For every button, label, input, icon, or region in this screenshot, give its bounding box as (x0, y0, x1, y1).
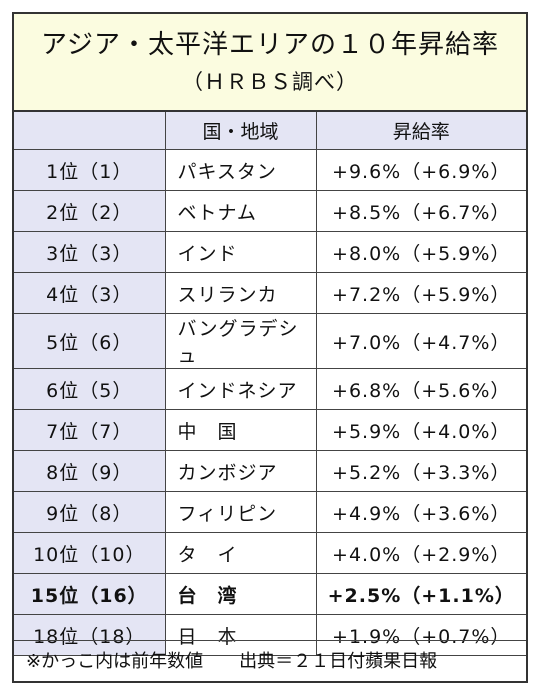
table-row: 4位（3） スリランカ +7.2%（+5.9%） (14, 272, 526, 314)
table-row: 5位（6） バングラデシュ +7.0%（+4.7%） (14, 313, 526, 369)
table-row: 6位（5） インドネシア +6.8%（+5.6%） (14, 368, 526, 410)
table-row: 1位（1） パキスタン +9.6%（+6.9%） (14, 149, 526, 191)
country-cell: 台 湾 (164, 573, 317, 615)
table-row: 18位（18）日 本 +1.9%（+0.7%） (14, 614, 526, 656)
rate-cell: +9.6%（+6.9%） (315, 149, 526, 191)
rate-cell: +7.0%（+4.7%） (315, 313, 526, 369)
rate-cell: +4.0%（+2.9%） (315, 532, 526, 574)
country-cell: フィリピン (164, 491, 317, 533)
country-cell: スリランカ (164, 272, 317, 314)
country-cell: 日 本 (164, 614, 317, 656)
rank-cell: 4位（3） (14, 272, 166, 314)
rank-cell: 8位（9） (14, 450, 166, 492)
rate-cell: +8.0%（+5.9%） (315, 231, 526, 273)
country-cell: タ イ (164, 532, 317, 574)
rank-cell: 7位（7） (14, 409, 166, 451)
rate-cell: +5.2%（+3.3%） (315, 450, 526, 492)
header-country: 国・地域 (164, 112, 317, 150)
rank-cell: 3位（3） (14, 231, 166, 273)
country-cell: パキスタン (164, 149, 317, 191)
header-rate: 昇給率 (315, 112, 526, 150)
country-cell: 中 国 (164, 409, 317, 451)
rank-cell: 5位（6） (14, 313, 166, 369)
header-rank (14, 112, 166, 150)
table-footer: ※かっこ内は前年数値 出典＝２１日付蘋果日報 (14, 640, 526, 681)
country-cell: インドネシア (164, 368, 317, 410)
raise-rate-table: 国・地域 昇給率 1位（1） パキスタン +9.6%（+6.9%） 2位（2） ベトナム… (14, 112, 526, 656)
rank-cell: 6位（5） (14, 368, 166, 410)
rate-cell: +8.5%（+6.7%） (315, 190, 526, 232)
table-row: 7位（7）中 国 +5.9%（+4.0%） (14, 409, 526, 451)
rank-cell: 18位（18） (14, 614, 166, 656)
rate-cell: +6.8%（+5.6%） (315, 368, 526, 410)
table-row: 3位（3） インド +8.0%（+5.9%） (14, 231, 526, 273)
rank-cell: 2位（2） (14, 190, 166, 232)
rank-cell: 9位（8） (14, 491, 166, 533)
country-cell: インド (164, 231, 317, 273)
table-row: 15位（16）台 湾 +2.5%（+1.1%） (14, 573, 526, 615)
rate-cell: +2.5%（+1.1%） (315, 573, 526, 615)
table-subtitle: （ＨＲＢＳ調べ） (182, 70, 358, 94)
rank-cell: 10位（10） (14, 532, 166, 574)
country-cell: ベトナム (164, 190, 317, 232)
source-note: 出典＝２１日付蘋果日報 (239, 651, 438, 672)
rate-cell: +7.2%（+5.9%） (315, 272, 526, 314)
footnote: ※かっこ内は前年数値 (26, 651, 204, 672)
column-header-row: 国・地域 昇給率 (14, 112, 526, 150)
table-title: アジア・太平洋エリアの１０年昇給率 (41, 30, 499, 60)
country-cell: バングラデシュ (164, 313, 317, 369)
country-cell: カンボジア (164, 450, 317, 492)
table-row: 2位（2） ベトナム +8.5%（+6.7%） (14, 190, 526, 232)
rank-cell: 15位（16） (14, 573, 166, 615)
table-row: 8位（9） カンボジア +5.2%（+3.3%） (14, 450, 526, 492)
rate-cell: +5.9%（+4.0%） (315, 409, 526, 451)
rate-cell: +1.9%（+0.7%） (315, 614, 526, 656)
table-row: 10位（10）タ イ +4.0%（+2.9%） (14, 532, 526, 574)
rate-cell: +4.9%（+3.6%） (315, 491, 526, 533)
rank-cell: 1位（1） (14, 149, 166, 191)
table-header-block: アジア・太平洋エリアの１０年昇給率 （ＨＲＢＳ調べ） (14, 14, 526, 112)
table-row: 9位（8） フィリピン +4.9%（+3.6%） (14, 491, 526, 533)
salary-raise-table-card: アジア・太平洋エリアの１０年昇給率 （ＨＲＢＳ調べ） 国・地域 昇給率 1位（1… (12, 12, 528, 683)
